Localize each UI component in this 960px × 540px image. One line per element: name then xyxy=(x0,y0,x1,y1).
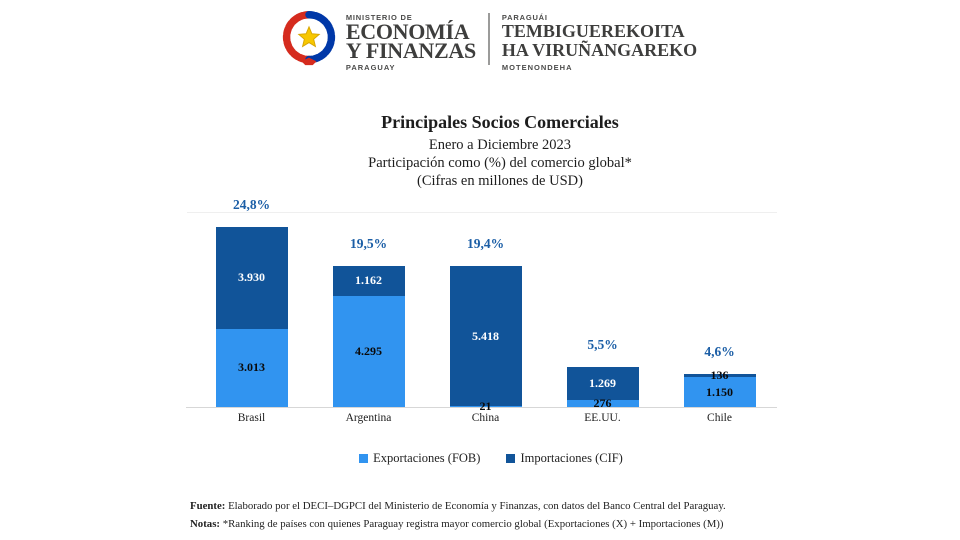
legend-exports-label: Exportaciones (FOB) xyxy=(373,451,481,465)
chart-legend: Exportaciones (FOB) Importaciones (CIF) xyxy=(0,451,960,466)
bar-value-label-importaciones: 1.269 xyxy=(589,375,616,390)
bar-segment-exportaciones xyxy=(683,377,756,407)
bar-value-label-importaciones: 136 xyxy=(710,367,729,382)
ministry-kicker: MINISTERIO DE xyxy=(345,13,413,22)
category-label: Chile xyxy=(707,412,732,424)
ministry-seal-icon xyxy=(282,11,335,66)
fuente-line: Fuente: Elaborado por el DECI–DGPCI del … xyxy=(190,497,810,515)
bar-value-label-exportaciones: 21 xyxy=(479,399,492,414)
x-axis-line xyxy=(186,407,777,408)
bar-segment-importaciones xyxy=(449,265,522,407)
plot-top-gridline xyxy=(187,212,777,213)
legend-imports-label: Importaciones (CIF) xyxy=(520,451,623,465)
chart-title: Principales Socios Comerciales xyxy=(381,112,619,132)
share-label: 24,8% xyxy=(232,197,271,212)
legend-item-exports: Exportaciones (FOB) xyxy=(359,451,480,466)
ministry-name-block: MINISTERIO DE ECONOMÍA Y FINANZAS PARAGU… xyxy=(346,10,476,72)
bar-value-label-importaciones: 1.162 xyxy=(355,273,382,288)
header-divider xyxy=(487,13,490,65)
bar-value-label-exportaciones: 4.295 xyxy=(355,343,382,358)
bar-segment-exportaciones xyxy=(332,295,405,407)
source-notes: Fuente: Elaborado por el DECI–DGPCI del … xyxy=(190,497,810,533)
guarani-footer: MOTENONDEHA xyxy=(501,63,573,72)
notas-line: Notas: *Ranking de países con quienes Pa… xyxy=(190,515,810,533)
notas-label: Notas: xyxy=(190,518,220,530)
legend-item-imports: Importaciones (CIF) xyxy=(506,451,623,466)
guarani-kicker: PARAGUÁI xyxy=(501,13,548,22)
chart-subtitle-period: Enero a Diciembre 2023 xyxy=(428,137,572,153)
bar-segment-importaciones xyxy=(566,366,639,400)
ministry-country: PARAGUAY xyxy=(345,63,396,72)
bar-segment-importaciones xyxy=(215,227,288,329)
ministry-line1: ECONOMÍA xyxy=(345,19,470,44)
fuente-text: Elaborado por el DECI–DGPCI del Minister… xyxy=(225,500,726,512)
chart-subtitle-unit: (Cifras en millones de USD) xyxy=(417,173,583,189)
chart-titles: Principales Socios Comerciales Enero a D… xyxy=(40,112,960,190)
bar-segment-exportaciones xyxy=(449,406,522,407)
bar-segment-importaciones xyxy=(332,265,405,296)
bar-segment-importaciones xyxy=(683,373,756,378)
ministry-line2: Y FINANZAS xyxy=(345,38,476,63)
share-label: 19,5% xyxy=(349,235,388,251)
bar-value-label-exportaciones: 3.013 xyxy=(238,360,265,375)
guarani-line2: HA VIRUÑANGAREKO xyxy=(501,40,698,60)
chart-subtitle-share: Participación como (%) del comercio glob… xyxy=(368,155,632,171)
exports-swatch-icon xyxy=(359,454,369,463)
category-label: Argentina xyxy=(345,412,392,424)
share-label: 5,5% xyxy=(587,336,618,352)
guarani-line1: TEMBIGUEREKOITA xyxy=(501,21,685,41)
ministry-header: MINISTERIO DE ECONOMÍA Y FINANZAS PARAGU… xyxy=(0,10,960,72)
fuente-label: Fuente: xyxy=(190,500,226,512)
bar-value-label-importaciones: 5.418 xyxy=(472,328,499,343)
bar-segment-exportaciones xyxy=(566,399,639,407)
imports-swatch-icon xyxy=(506,454,516,463)
category-label: Brasil xyxy=(237,412,266,424)
bar-value-label-exportaciones: 276 xyxy=(593,395,612,410)
guarani-name-block: PARAGUÁI TEMBIGUEREKOITA HA VIRUÑANGAREK… xyxy=(502,10,697,72)
share-label: 19,4% xyxy=(466,235,505,251)
bar-value-label-exportaciones: 1.150 xyxy=(706,384,733,399)
category-label: EE.UU. xyxy=(584,412,621,424)
share-label: 4,6% xyxy=(704,343,735,359)
notas-text: *Ranking de países con quienes Paraguay … xyxy=(220,518,724,530)
bar-value-label-importaciones: 3.930 xyxy=(238,270,265,285)
category-label: China xyxy=(471,412,500,424)
bar-segment-exportaciones xyxy=(215,328,288,407)
